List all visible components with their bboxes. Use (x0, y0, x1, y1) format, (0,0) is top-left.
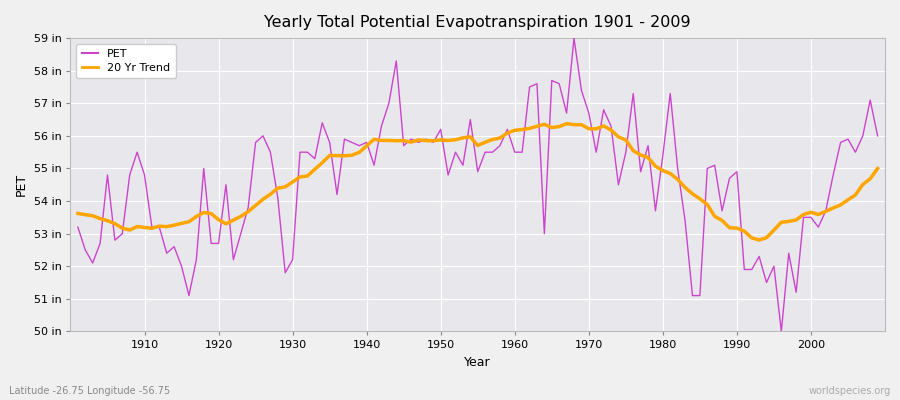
Title: Yearly Total Potential Evapotranspiration 1901 - 2009: Yearly Total Potential Evapotranspiratio… (265, 15, 691, 30)
X-axis label: Year: Year (464, 356, 491, 369)
Y-axis label: PET: PET (15, 173, 28, 196)
Text: Latitude -26.75 Longitude -56.75: Latitude -26.75 Longitude -56.75 (9, 386, 170, 396)
Legend: PET, 20 Yr Trend: PET, 20 Yr Trend (76, 44, 176, 78)
Text: worldspecies.org: worldspecies.org (809, 386, 891, 396)
